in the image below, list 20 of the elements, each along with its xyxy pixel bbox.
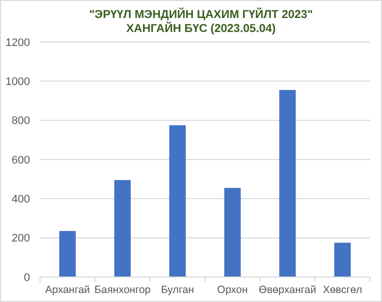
- x-tick-label: Баянхонгор: [94, 284, 151, 296]
- y-tick-label: 0: [24, 272, 30, 284]
- y-tick-label: 1000: [6, 76, 30, 88]
- bar: [334, 242, 351, 277]
- x-tick-label: Архангай: [45, 284, 90, 296]
- y-tick-label: 200: [12, 232, 30, 245]
- bar: [59, 230, 76, 277]
- bar: [224, 188, 241, 277]
- bar: [169, 125, 186, 277]
- x-tick-label: Булган: [160, 284, 194, 296]
- bar: [279, 90, 296, 277]
- chart-title: "ЭРҮҮЛ МЭНДИЙН ЦАХИМ ГҮЙЛТ 2023" ХАНГАЙН БҮС (2023.05.04): [89, 7, 313, 35]
- y-tick-label: 1200: [6, 36, 30, 49]
- y-tick-label: 600: [12, 154, 30, 166]
- bar: [114, 180, 131, 277]
- x-tick-label: Орхон: [217, 284, 248, 296]
- y-tick-label: 800: [12, 115, 30, 128]
- x-tick-label: Хөвсгөл: [322, 284, 362, 296]
- y-tick-label: 400: [12, 194, 30, 206]
- x-tick-label: Өвөрхангай: [258, 284, 316, 296]
